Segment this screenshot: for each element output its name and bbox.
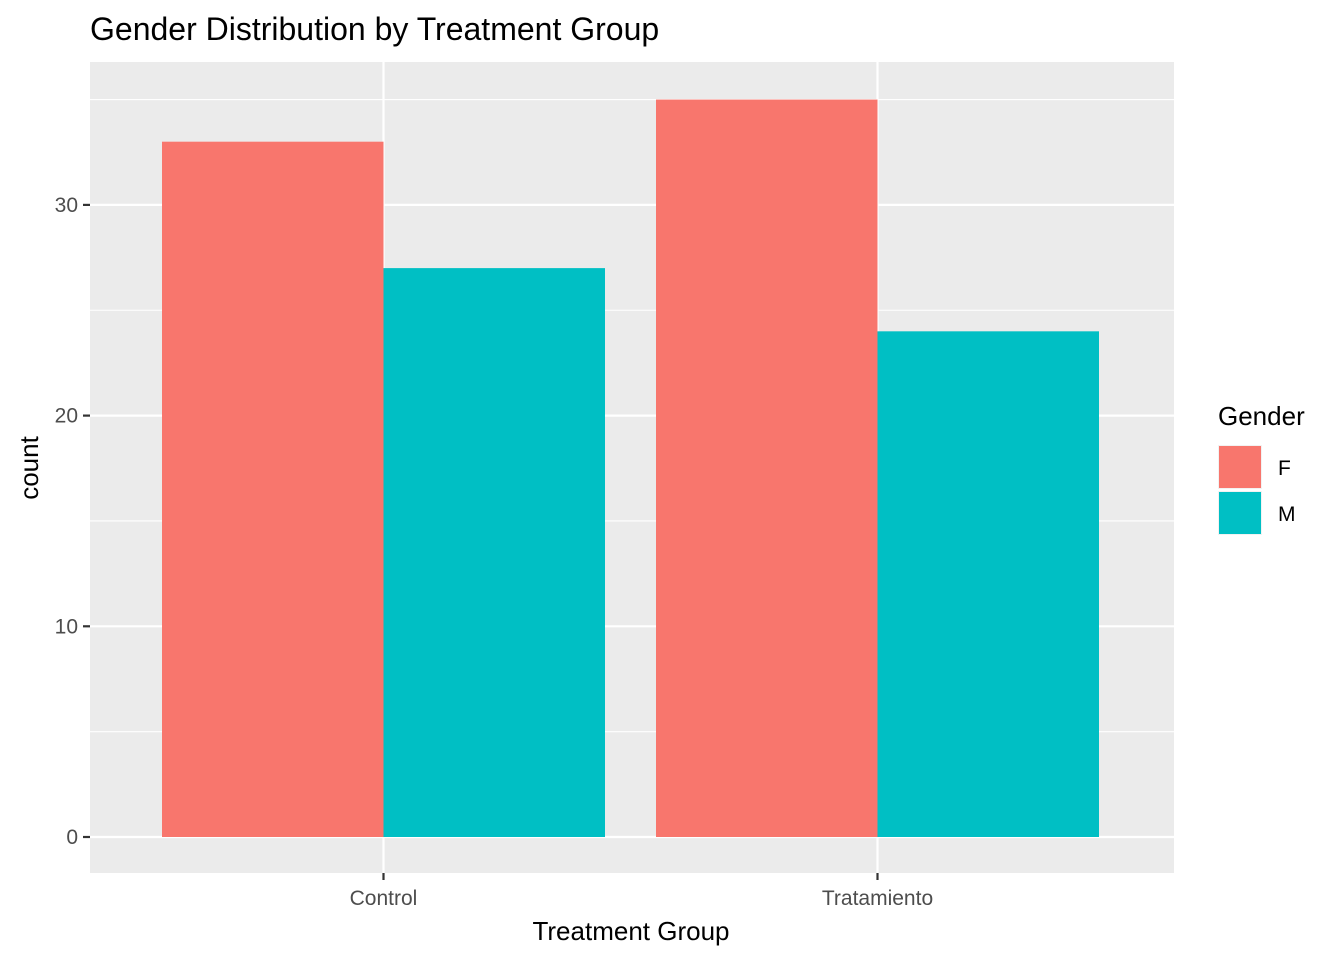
y-axis: 0 10 20 30 (55, 194, 90, 849)
x-tick-label: Tratamiento (822, 887, 933, 910)
chart-title: Gender Distribution by Treatment Group (90, 11, 659, 47)
x-axis: Control Tratamiento (350, 873, 933, 910)
bar-M-Control (383, 268, 605, 837)
bar-M-Tratamiento (877, 331, 1099, 837)
legend-label: F (1278, 457, 1291, 480)
legend-swatch-M (1219, 492, 1261, 534)
x-axis-title: Treatment Group (532, 916, 729, 946)
bar-F-Control (162, 141, 384, 837)
legend-swatch-F (1219, 446, 1261, 488)
y-axis-title: count (14, 435, 44, 499)
legend-title: Gender (1218, 401, 1305, 431)
legend: Gender FM (1218, 401, 1305, 535)
legend-label: M (1278, 503, 1296, 526)
x-tick-label: Control (350, 887, 418, 910)
bars (162, 99, 1099, 838)
y-tick-label: 30 (55, 194, 78, 217)
bar-F-Tratamiento (656, 99, 878, 838)
y-tick-label: 10 (55, 615, 78, 638)
y-tick-label: 20 (55, 405, 78, 428)
y-tick-label: 0 (66, 826, 78, 849)
